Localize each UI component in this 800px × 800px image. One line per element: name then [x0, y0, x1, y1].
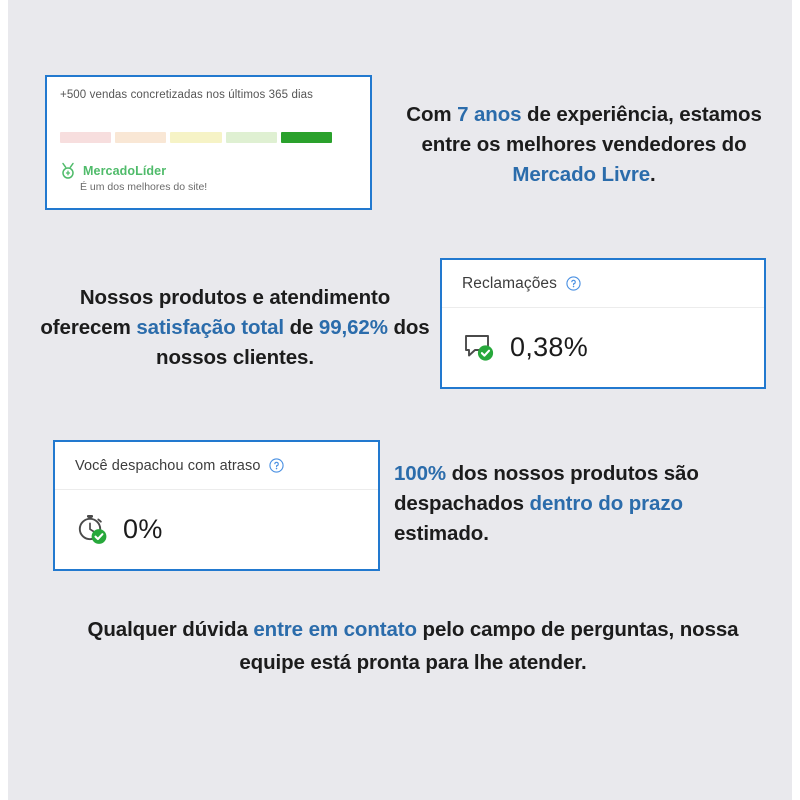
text-prazo-bold-dentro: dentro do prazo: [529, 492, 683, 515]
text-experiencia-bold-anos: 7 anos: [457, 103, 522, 126]
mercadolider-label: MercadoLíder: [83, 164, 167, 178]
text-prazo-bold-percent: 100%: [394, 462, 447, 485]
text-contato: Qualquer dúvida entre em contato pelo ca…: [63, 613, 763, 679]
vendas-title: +500 vendas concretizadas nos últimos 36…: [60, 89, 313, 101]
page-canvas: +500 vendas concretizadas nos últimos 36…: [8, 0, 792, 800]
atraso-title: Você despachou com atraso: [75, 457, 261, 474]
text-prazo-part1: dos nossos produtos são despachados: [394, 462, 699, 515]
text-experiencia-bold-mercadolivre: Mercado Livre: [512, 163, 651, 186]
text-prazo: 100% dos nossos produtos são despachados…: [394, 459, 764, 549]
stopwatch-check-icon: [78, 514, 107, 544]
text-experiencia: Com 7 anos de experiência, estamos entre…: [390, 100, 778, 190]
atraso-card-body: 0%: [55, 490, 378, 569]
text-experiencia-part2: de experiência, estamos entre os melhore…: [421, 103, 762, 156]
text-satisfacao: Nossos produtos e atendimento oferecem s…: [40, 283, 430, 373]
meter-segment-1: [60, 132, 112, 143]
mercadolider-subtitle: É um dos melhores do site!: [80, 181, 208, 193]
text-experiencia-part3: .: [650, 163, 656, 186]
text-prazo-part2: estimado.: [394, 522, 489, 545]
meter-segment-3: [170, 132, 222, 143]
help-circle-icon[interactable]: [566, 276, 581, 291]
reclamacoes-card-body: 0,38%: [442, 308, 764, 387]
text-contato-bold-contato: entre em contato: [253, 618, 417, 641]
text-contato-part2: pelo campo de perguntas, nossa equipe es…: [239, 618, 739, 674]
text-contato-part1: Qualquer dúvida: [87, 618, 254, 641]
text-experiencia-part1: Com: [406, 103, 458, 126]
vendas-reputation-card: +500 vendas concretizadas nos últimos 36…: [45, 75, 372, 210]
meter-segment-4: [225, 132, 277, 143]
meter-segment-2: [115, 132, 167, 143]
text-satisfacao-part2: de: [284, 316, 319, 339]
speech-bubble-check-icon: [465, 334, 494, 361]
reputation-meter: [60, 132, 333, 143]
reclamacoes-card: Reclamações 0,38%: [440, 258, 766, 389]
reclamacoes-value: 0,38%: [510, 332, 589, 362]
text-satisfacao-part1: Nossos produtos e atendimento oferecem: [40, 286, 391, 339]
atraso-card: Você despachou com atraso 0%: [53, 440, 380, 571]
mercadolider-badge-row: MercadoLíder: [60, 162, 166, 180]
atraso-value: 0%: [123, 514, 163, 544]
atraso-card-header: Você despachou com atraso: [55, 442, 378, 490]
medal-icon: [62, 162, 74, 179]
text-satisfacao-bold-satisfacao: satisfação total: [136, 316, 284, 339]
meter-segment-5-active: [280, 132, 333, 143]
reclamacoes-title: Reclamações: [462, 274, 558, 292]
help-circle-icon[interactable]: [269, 458, 285, 473]
text-satisfacao-part3: dos nossos clientes.: [156, 316, 430, 369]
reclamacoes-card-header: Reclamações: [442, 260, 764, 308]
text-satisfacao-bold-percent: 99,62%: [318, 316, 388, 339]
